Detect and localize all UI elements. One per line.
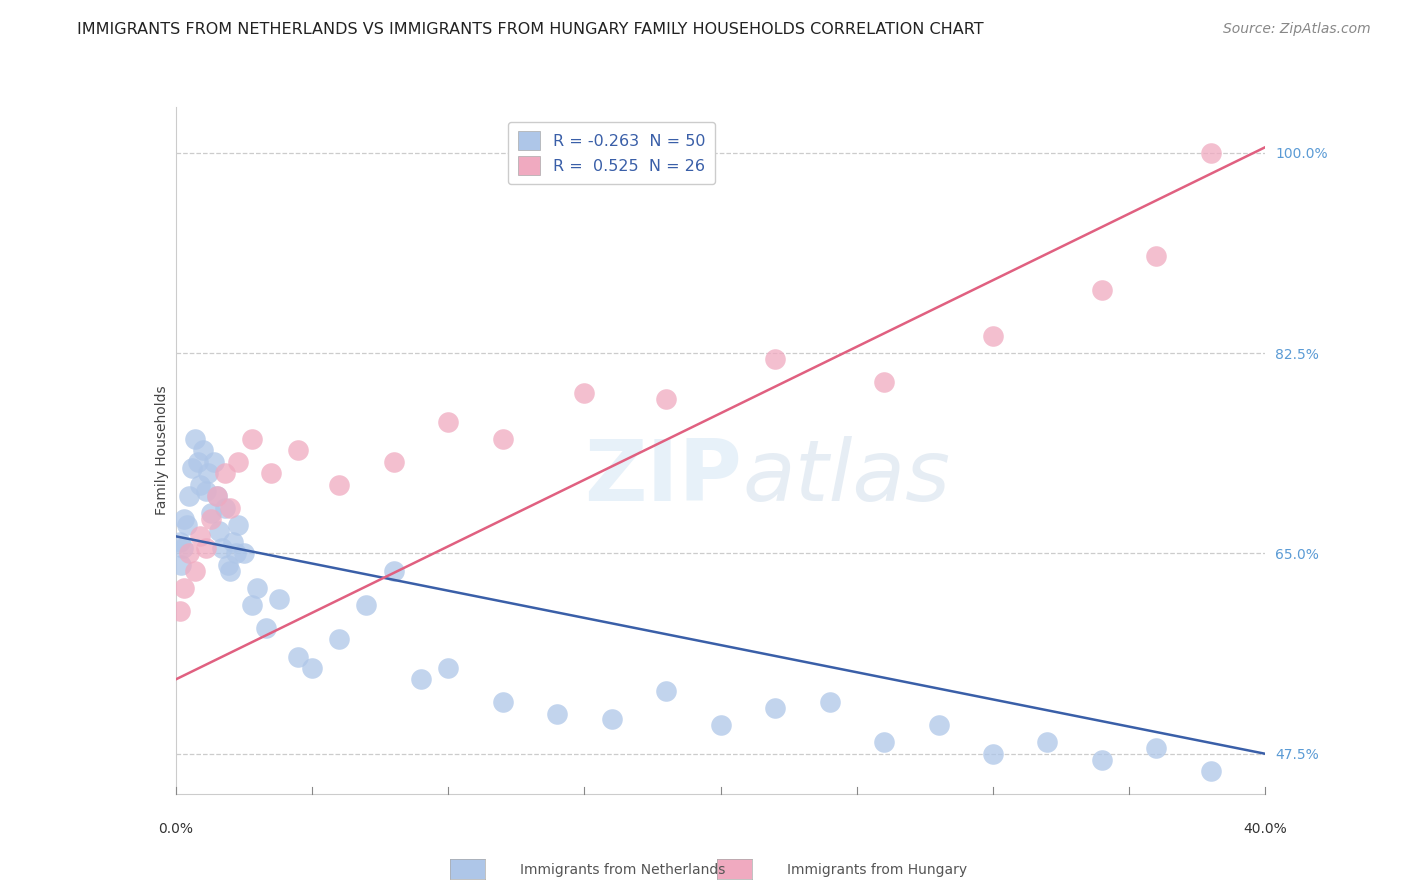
Point	[172, 541, 194, 555]
Point	[225, 546, 247, 561]
Point	[222, 535, 245, 549]
Point	[240, 432, 263, 446]
Point	[287, 443, 309, 458]
Point	[228, 517, 250, 532]
Point	[1036, 735, 1059, 749]
Point	[228, 455, 250, 469]
Point	[818, 695, 841, 709]
Text: IMMIGRANTS FROM NETHERLANDS VS IMMIGRANTS FROM HUNGARY FAMILY HOUSEHOLDS CORRELA: IMMIGRANTS FROM NETHERLANDS VS IMMIGRANT…	[77, 22, 984, 37]
Point	[873, 375, 896, 389]
Point	[200, 507, 222, 521]
Point	[205, 489, 228, 503]
Point	[1091, 752, 1114, 766]
Point	[1146, 741, 1168, 756]
Point	[219, 500, 242, 515]
Point	[254, 621, 277, 635]
Legend: R = -0.263  N = 50, R =  0.525  N = 26: R = -0.263 N = 50, R = 0.525 N = 26	[508, 122, 716, 185]
Point	[214, 500, 236, 515]
Point	[269, 592, 291, 607]
Point	[232, 546, 254, 561]
Point	[574, 386, 596, 401]
Point	[1199, 764, 1222, 778]
Text: ZIP: ZIP	[585, 436, 742, 519]
Point	[184, 432, 207, 446]
Point	[287, 649, 309, 664]
Point	[211, 541, 233, 555]
Text: Immigrants from Hungary: Immigrants from Hungary	[787, 863, 967, 877]
Point	[928, 718, 950, 732]
Point	[437, 661, 460, 675]
Point	[188, 529, 211, 543]
Point	[356, 598, 378, 612]
Point	[173, 581, 195, 595]
Point	[600, 713, 623, 727]
Point	[655, 683, 678, 698]
Point	[205, 489, 228, 503]
Point	[184, 564, 207, 578]
Point	[202, 455, 225, 469]
Point	[214, 467, 236, 481]
Point	[197, 467, 219, 481]
Point	[181, 460, 204, 475]
Text: 40.0%: 40.0%	[1243, 822, 1288, 837]
Point	[173, 512, 195, 526]
Point	[301, 661, 323, 675]
Point	[382, 564, 405, 578]
Point	[186, 455, 209, 469]
Text: 0.0%: 0.0%	[159, 822, 193, 837]
Point	[219, 564, 242, 578]
Point	[194, 483, 217, 498]
Point	[200, 512, 222, 526]
Point	[328, 478, 350, 492]
Point	[492, 695, 515, 709]
Point	[981, 747, 1004, 761]
Y-axis label: Family Households: Family Households	[155, 385, 169, 516]
Point	[710, 718, 733, 732]
Point	[763, 351, 786, 366]
Text: atlas: atlas	[742, 436, 950, 519]
Point	[763, 701, 786, 715]
Point	[188, 478, 211, 492]
Point	[169, 535, 191, 549]
Point	[179, 546, 201, 561]
Point	[170, 558, 193, 572]
Point	[217, 558, 239, 572]
Text: Source: ZipAtlas.com: Source: ZipAtlas.com	[1223, 22, 1371, 37]
Point	[546, 706, 568, 721]
Point	[240, 598, 263, 612]
Point	[191, 443, 214, 458]
Point	[437, 415, 460, 429]
Point	[1091, 283, 1114, 297]
Point	[176, 517, 198, 532]
Point	[328, 632, 350, 647]
Point	[1199, 145, 1222, 160]
Text: Immigrants from Netherlands: Immigrants from Netherlands	[520, 863, 725, 877]
Point	[169, 604, 191, 618]
Point	[179, 489, 201, 503]
Point	[246, 581, 269, 595]
Point	[1146, 249, 1168, 263]
Point	[873, 735, 896, 749]
Point	[492, 432, 515, 446]
Point	[194, 541, 217, 555]
Point	[208, 524, 231, 538]
Point	[655, 392, 678, 406]
Point	[260, 467, 283, 481]
Point	[409, 673, 432, 687]
Point	[382, 455, 405, 469]
Point	[981, 329, 1004, 343]
